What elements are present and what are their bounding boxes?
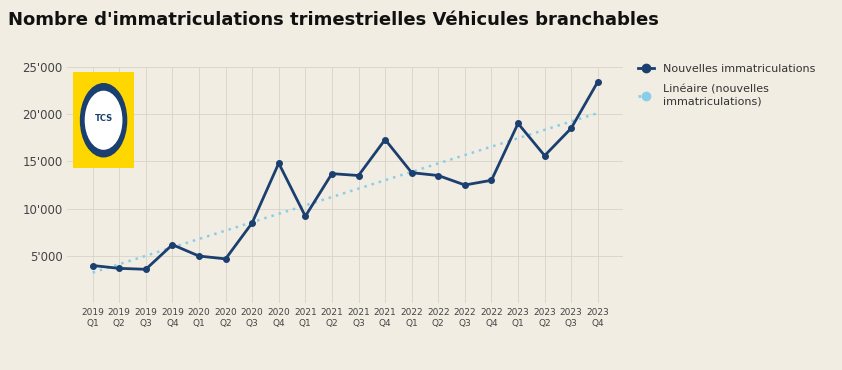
- Circle shape: [85, 91, 122, 149]
- Legend: Nouvelles immatriculations, Linéaire (nouvelles
immatriculations): Nouvelles immatriculations, Linéaire (no…: [634, 60, 818, 110]
- Text: Nombre d'immatriculations trimestrielles Véhicules branchables: Nombre d'immatriculations trimestrielles…: [8, 11, 659, 29]
- Text: +: +: [99, 91, 108, 101]
- Text: TCS: TCS: [94, 114, 113, 123]
- Circle shape: [81, 84, 126, 157]
